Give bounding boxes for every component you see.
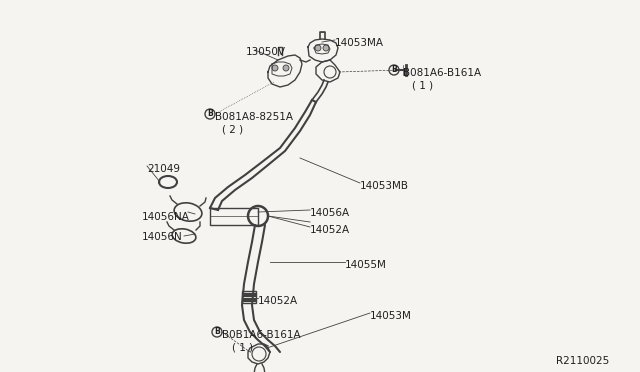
Text: B: B [214, 327, 220, 337]
Text: ( 1 ): ( 1 ) [412, 80, 433, 90]
Text: 14056N: 14056N [142, 232, 183, 242]
Text: B: B [391, 65, 397, 74]
Text: B081A8-8251A: B081A8-8251A [215, 112, 293, 122]
Text: B0B1A6-B161A: B0B1A6-B161A [222, 330, 301, 340]
Circle shape [323, 45, 329, 51]
Text: 13050V: 13050V [246, 47, 286, 57]
Text: 21049: 21049 [147, 164, 180, 174]
Text: ( 2 ): ( 2 ) [222, 124, 243, 134]
Text: ( 1 ): ( 1 ) [232, 342, 253, 352]
Text: 14056NA: 14056NA [142, 212, 190, 222]
Text: 14053MB: 14053MB [360, 181, 409, 191]
Circle shape [315, 45, 321, 51]
Bar [242, 291, 256, 303]
Text: B081A6-B161A: B081A6-B161A [403, 68, 481, 78]
Text: 14052A: 14052A [310, 225, 350, 235]
Text: 14053MA: 14053MA [335, 38, 384, 48]
Text: 14052A: 14052A [258, 296, 298, 306]
Text: 14056A: 14056A [310, 208, 350, 218]
Text: 14053M: 14053M [370, 311, 412, 321]
Circle shape [283, 65, 289, 71]
Circle shape [272, 65, 278, 71]
Text: B: B [207, 109, 213, 119]
Text: R2110025: R2110025 [556, 356, 609, 366]
Text: 14055M: 14055M [345, 260, 387, 270]
